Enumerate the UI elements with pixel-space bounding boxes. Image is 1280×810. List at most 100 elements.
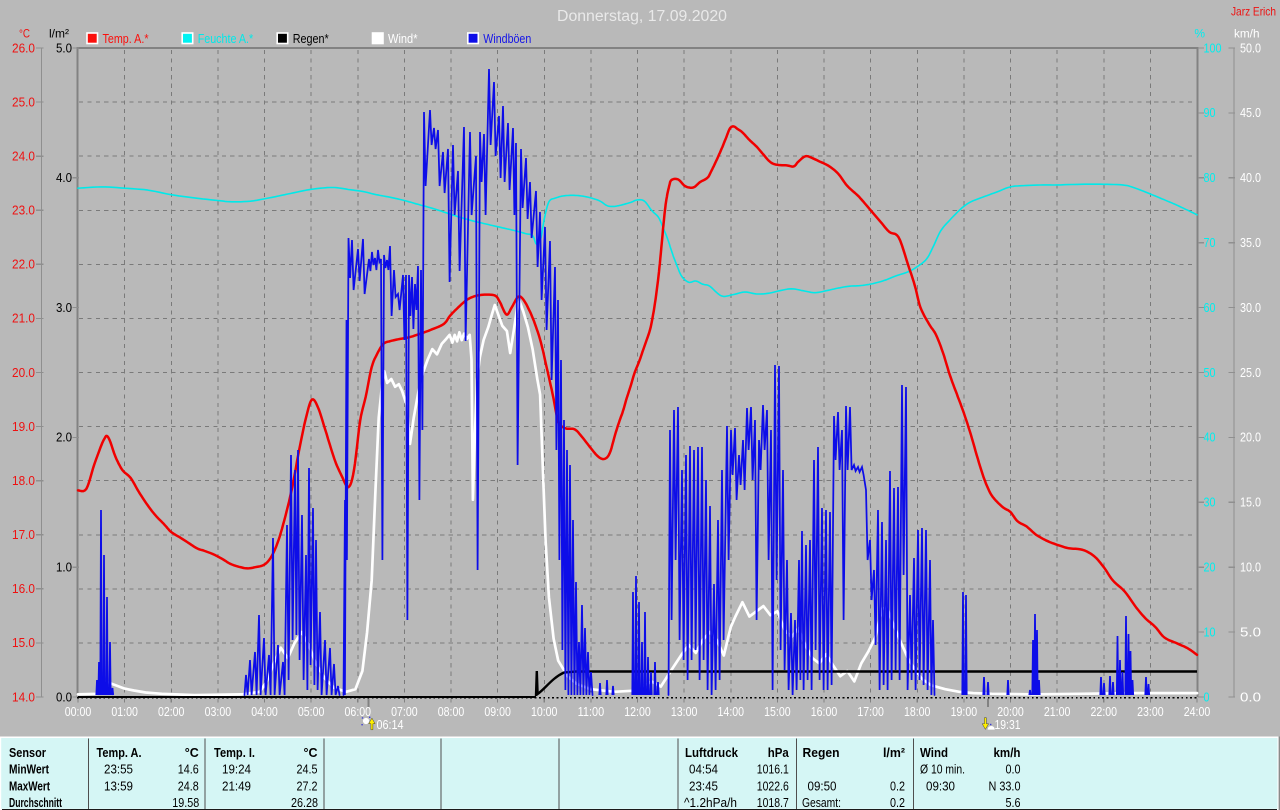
svg-text:22.0: 22.0: [12, 258, 35, 272]
svg-text:09:50: 09:50: [808, 778, 837, 793]
svg-text:30: 30: [1204, 496, 1216, 510]
svg-text:05:00: 05:00: [298, 705, 325, 719]
svg-text:09:00: 09:00: [484, 705, 511, 719]
svg-text:20.0: 20.0: [12, 366, 35, 380]
svg-text:16.0: 16.0: [12, 582, 35, 596]
svg-text:Wind*: Wind*: [388, 32, 418, 46]
svg-text:17.0: 17.0: [12, 528, 35, 542]
svg-text:15:00: 15:00: [764, 705, 791, 719]
svg-text:22:00: 22:00: [1091, 705, 1118, 719]
svg-text:%: %: [1194, 27, 1205, 41]
svg-text:1016.1: 1016.1: [757, 762, 789, 777]
svg-text:30.0: 30.0: [1240, 301, 1261, 315]
svg-text:hPa: hPa: [768, 745, 790, 760]
svg-text:1022.6: 1022.6: [757, 778, 789, 793]
svg-text:18:00: 18:00: [904, 705, 931, 719]
svg-text:15.0: 15.0: [12, 636, 35, 650]
svg-text:40.0: 40.0: [1240, 171, 1261, 185]
svg-text:11:00: 11:00: [578, 705, 605, 719]
svg-text:13:00: 13:00: [671, 705, 698, 719]
svg-text:0: 0: [1204, 690, 1210, 704]
svg-text:km/h: km/h: [1234, 27, 1260, 41]
svg-text:25.0: 25.0: [12, 95, 35, 109]
svg-text:Regen: Regen: [803, 745, 840, 760]
svg-text:19:00: 19:00: [951, 705, 978, 719]
svg-text:06:00: 06:00: [345, 705, 372, 719]
svg-text:°C: °C: [185, 745, 200, 760]
svg-text:Ø 10 min.: Ø 10 min.: [920, 762, 965, 777]
svg-text:21.0: 21.0: [12, 312, 35, 326]
svg-text:10:00: 10:00: [531, 705, 558, 719]
svg-text:20.0: 20.0: [1240, 431, 1261, 445]
svg-text:35.0: 35.0: [1240, 236, 1261, 250]
svg-text:0.2: 0.2: [890, 778, 905, 793]
svg-text:Wind: Wind: [920, 745, 948, 760]
svg-text:MaxWert: MaxWert: [9, 778, 51, 793]
svg-text:l/m²: l/m²: [883, 745, 906, 760]
svg-text:50.0: 50.0: [1240, 41, 1261, 55]
svg-text:03:00: 03:00: [205, 705, 232, 719]
svg-text:17:00: 17:00: [857, 705, 884, 719]
svg-text:70: 70: [1204, 236, 1216, 250]
svg-text:90: 90: [1204, 106, 1216, 120]
svg-text:10: 10: [1204, 625, 1216, 639]
svg-text:13:59: 13:59: [104, 778, 133, 793]
svg-text:19:24: 19:24: [222, 762, 251, 777]
svg-text:24.0: 24.0: [12, 150, 35, 164]
svg-text:20:00: 20:00: [997, 705, 1024, 719]
svg-text:4.0: 4.0: [56, 171, 72, 185]
svg-text:12:00: 12:00: [624, 705, 651, 719]
svg-text:80: 80: [1204, 171, 1216, 185]
svg-text:50: 50: [1204, 366, 1216, 380]
svg-text:14:00: 14:00: [718, 705, 745, 719]
svg-text:27.2: 27.2: [297, 778, 318, 793]
svg-text:00:00: 00:00: [65, 705, 92, 719]
svg-text:18.0: 18.0: [12, 474, 35, 488]
svg-text:01:00: 01:00: [111, 705, 138, 719]
svg-text:20: 20: [1204, 561, 1216, 575]
svg-text:24.5: 24.5: [297, 762, 318, 777]
svg-text:24.8: 24.8: [178, 778, 199, 793]
svg-text:km/h: km/h: [994, 745, 1021, 760]
svg-text:24:00: 24:00: [1184, 705, 1211, 719]
svg-text:°C: °C: [304, 745, 319, 760]
svg-text:21:49: 21:49: [222, 778, 251, 793]
svg-text:0.0: 0.0: [1240, 690, 1261, 704]
svg-text:23:45: 23:45: [689, 778, 718, 793]
svg-text:08:00: 08:00: [438, 705, 465, 719]
svg-text:45.0: 45.0: [1240, 106, 1261, 120]
svg-text:14.0: 14.0: [12, 690, 35, 704]
svg-text:Durchschnitt: Durchschnitt: [9, 795, 62, 810]
svg-text:1.0: 1.0: [56, 561, 72, 575]
svg-text:25.0: 25.0: [1240, 366, 1261, 380]
svg-text:23.0: 23.0: [12, 204, 35, 218]
svg-text:Jarz Erich: Jarz Erich: [1231, 5, 1276, 19]
svg-text:Sensor: Sensor: [9, 745, 46, 760]
svg-text:Regen*: Regen*: [293, 32, 329, 46]
svg-text:l/m²: l/m²: [49, 27, 69, 41]
svg-text:09:30: 09:30: [926, 778, 955, 793]
svg-text:0.0: 0.0: [1006, 762, 1021, 777]
svg-text:21:00: 21:00: [1044, 705, 1071, 719]
svg-text:^1.2hPa/h: ^1.2hPa/h: [684, 795, 737, 810]
svg-text:19:31: 19:31: [995, 718, 1021, 732]
svg-text:02:00: 02:00: [158, 705, 185, 719]
svg-text:Temp. A.: Temp. A.: [97, 745, 142, 760]
svg-text:°C: °C: [19, 27, 30, 41]
svg-text:26.28: 26.28: [291, 795, 318, 810]
svg-text:10.0: 10.0: [1240, 561, 1261, 575]
svg-text:26.0: 26.0: [12, 41, 35, 55]
svg-text:06:14: 06:14: [377, 718, 404, 732]
svg-text:Temp. A.*: Temp. A.*: [103, 32, 149, 46]
svg-text:15.0: 15.0: [1240, 496, 1261, 510]
svg-text:3.0: 3.0: [56, 301, 72, 315]
svg-text:40: 40: [1204, 431, 1216, 445]
svg-text:07:00: 07:00: [391, 705, 418, 719]
svg-text:Feuchte A.*: Feuchte A.*: [198, 32, 254, 46]
svg-text:5.6: 5.6: [1006, 795, 1021, 810]
svg-text:0.2: 0.2: [890, 795, 905, 810]
svg-text:Donnerstag, 17.09.2020: Donnerstag, 17.09.2020: [557, 8, 727, 25]
svg-text:Luftdruck: Luftdruck: [685, 745, 739, 760]
svg-text:60: 60: [1204, 301, 1216, 315]
svg-text:2.0: 2.0: [56, 431, 72, 445]
